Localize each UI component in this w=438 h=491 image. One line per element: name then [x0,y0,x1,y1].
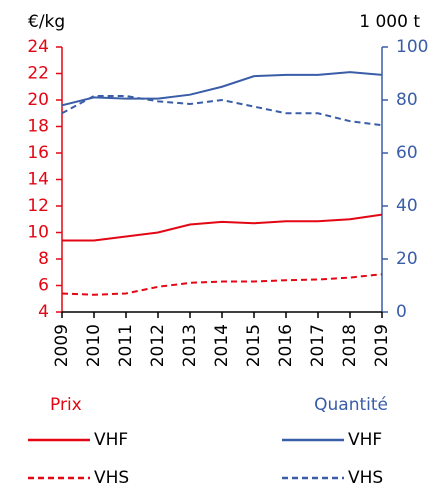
series-line [61,273,383,296]
y2-tick-label: 100 [396,37,428,57]
series-line [61,95,383,127]
y-tick-label: 10 [27,223,49,243]
legend-label: VHF [94,430,128,450]
y2-tick-label: 0 [396,302,407,322]
series-line [61,71,383,107]
y2-tick-label: 20 [396,249,418,269]
x-tick-label: 2011 [116,324,136,367]
legend-title: Quantité [314,395,388,415]
y-tick-label: 8 [38,249,49,269]
legend-label: VHS [94,468,129,487]
x-tick-label: 2018 [340,324,360,367]
x-tick-label: 2015 [244,324,264,367]
y-tick-label: 18 [27,117,49,137]
y2-axis-label: 1 000 t [359,12,420,32]
x-tick-label: 2017 [308,324,328,367]
y-tick-label: 16 [27,143,49,163]
y-tick-label: 20 [27,90,49,110]
x-tick-label: 2009 [52,324,72,367]
y2-tick-label: 80 [396,90,418,110]
x-tick-label: 2016 [276,324,296,367]
y-tick-label: 12 [27,196,49,216]
legend-label: VHS [348,468,383,487]
legend-title: Prix [50,395,82,415]
legend-label: VHF [348,430,382,450]
x-tick-label: 2010 [84,324,104,367]
y-tick-label: 24 [27,37,49,57]
y-tick-label: 6 [38,276,49,296]
y-tick-label: 22 [27,64,49,84]
x-tick-label: 2013 [180,324,200,367]
y2-tick-label: 60 [396,143,418,163]
x-tick-label: 2014 [212,324,232,367]
y-tick-label: 14 [27,170,49,190]
y-tick-label: 4 [38,302,49,322]
series-line [62,213,383,242]
x-tick-label: 2012 [148,324,168,367]
y2-tick-label: 40 [396,196,418,216]
y-axis-label: €/kg [28,12,65,32]
x-tick-label: 2019 [372,324,392,367]
